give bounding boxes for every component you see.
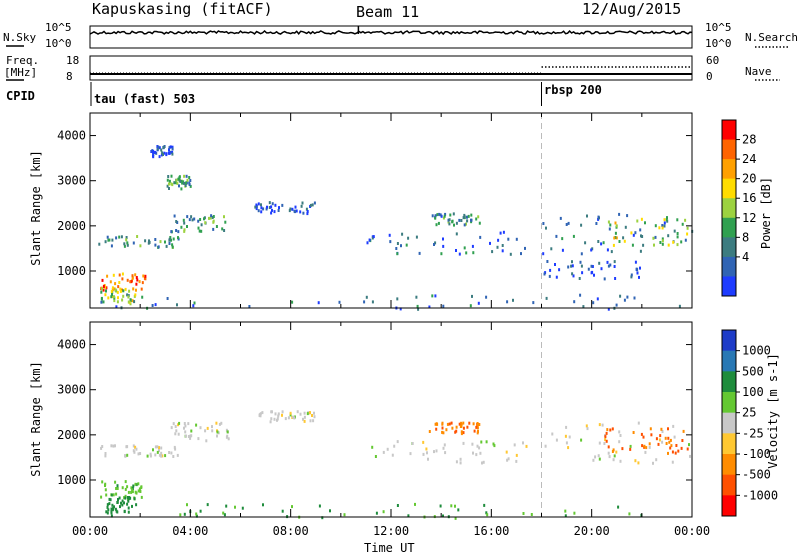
power-colorbar-swatch — [722, 256, 736, 277]
nsky-label: N.Sky — [3, 31, 37, 44]
power-ytick-label: 1000 — [57, 264, 86, 278]
velocity-ytick-label: 4000 — [57, 338, 86, 352]
velocity-colorbar-tick-label: -500 — [742, 468, 771, 482]
power-ytick-label: 3000 — [57, 174, 86, 188]
velocity-echo-cells — [100, 410, 691, 520]
date-label: 12/Aug/2015 — [582, 0, 682, 18]
velocity-ytick-label: 1000 — [57, 473, 86, 487]
cpid-mode-1: tau (fast) 503 — [94, 92, 196, 106]
nsky-noise-line — [89, 29, 693, 36]
xtick-label: 08:00 — [273, 524, 309, 538]
xtick-label: 16:00 — [473, 524, 509, 538]
xtick-label: 04:00 — [172, 524, 208, 538]
power-ytick-label: 2000 — [57, 219, 86, 233]
power-colorbar-swatch — [722, 178, 736, 199]
xtick-label: 00:00 — [72, 524, 108, 538]
power-colorbar-swatch — [722, 159, 736, 180]
station-title: Kapuskasing (fitACF) — [92, 0, 273, 18]
power-colorbar-tick-label: 12 — [742, 211, 756, 225]
velocity-colorbar-tick-label: -1000 — [742, 488, 778, 502]
nsky-panel-frame — [89, 25, 693, 49]
x-axis-label: Time UT — [364, 541, 415, 555]
freq-label-line1: Freq. — [6, 54, 40, 67]
velocity-colorbar-swatch — [722, 350, 736, 372]
power-colorbar-swatch — [722, 217, 736, 238]
velocity-colorbar-tick-label: 100 — [742, 385, 764, 399]
freq-panel-frame — [89, 55, 693, 81]
velocity-colorbar-swatch — [722, 330, 736, 352]
power-ytick-label: 4000 — [57, 129, 86, 143]
power-colorbar-tick-label: 20 — [742, 172, 756, 186]
velocity-colorbar-swatch — [722, 474, 736, 496]
velocity-colorbar-swatch — [722, 454, 736, 476]
power-colorbar-swatch — [722, 139, 736, 160]
velocity-panel-frame — [89, 321, 693, 518]
nsky-tick-top: 10^5 — [45, 21, 72, 34]
velocity-colorbar-frame — [721, 329, 737, 517]
velocity-ytick-label: 2000 — [57, 428, 86, 442]
velocity-colorbar-tick-label: 500 — [742, 364, 764, 378]
power-colorbar-tick-label: 16 — [742, 191, 756, 205]
power-colorbar-frame — [721, 119, 737, 297]
freq-tick-bottom: 8 — [66, 70, 73, 83]
power-colorbar-swatch — [722, 237, 736, 258]
nsearch-tick-top: 10^5 — [705, 21, 732, 34]
freq-label-line2: [MHz] — [4, 66, 38, 79]
velocity-colorbar-swatch — [722, 392, 736, 414]
velocity-colorbar-tick-label: -25 — [742, 426, 764, 440]
velocity-colorbar-swatch — [722, 412, 736, 434]
power-colorbar-tick-label: 4 — [742, 250, 749, 264]
power-colorbar-swatch — [722, 198, 736, 219]
nave-tick-bottom: 0 — [706, 70, 713, 83]
nsearch-tick-bottom: 10^0 — [705, 37, 732, 50]
nave-tick-top: 60 — [706, 54, 720, 67]
power-colorbar-tick-label: 24 — [742, 152, 756, 166]
xtick-label: 00:00 — [674, 524, 710, 538]
nave-label: Nave — [745, 65, 772, 78]
velocity-colorbar-tick-label: -100 — [742, 447, 771, 461]
beam-label: Beam 11 — [356, 3, 420, 21]
velocity-colorbar-swatch — [722, 495, 736, 517]
velocity-colorbar-swatch — [722, 371, 736, 393]
power-colorbar-swatch — [722, 276, 736, 297]
power-colorbar-tick-label: 8 — [742, 230, 749, 244]
nsky-tick-bottom: 10^0 — [45, 37, 72, 50]
velocity-colorbar-tick-label: 25 — [742, 406, 756, 420]
power-colorbar-swatch — [722, 120, 736, 141]
power-colorbar-tick-label: 28 — [742, 133, 756, 147]
power-panel-frame — [89, 112, 693, 309]
velocity-colorbar-tick-label: 1000 — [742, 344, 771, 358]
xtick-label: 12:00 — [373, 524, 409, 538]
power-echo-cells — [98, 145, 694, 311]
nsearch-label: N.Search — [745, 31, 798, 44]
cpid-label: CPID — [6, 89, 35, 103]
velocity-ytick-label: 3000 — [57, 383, 86, 397]
velocity-colorbar-swatch — [722, 433, 736, 455]
cpid-mode-2: rbsp 200 — [544, 83, 602, 97]
xtick-label: 20:00 — [574, 524, 610, 538]
freq-tick-top: 18 — [66, 54, 80, 67]
